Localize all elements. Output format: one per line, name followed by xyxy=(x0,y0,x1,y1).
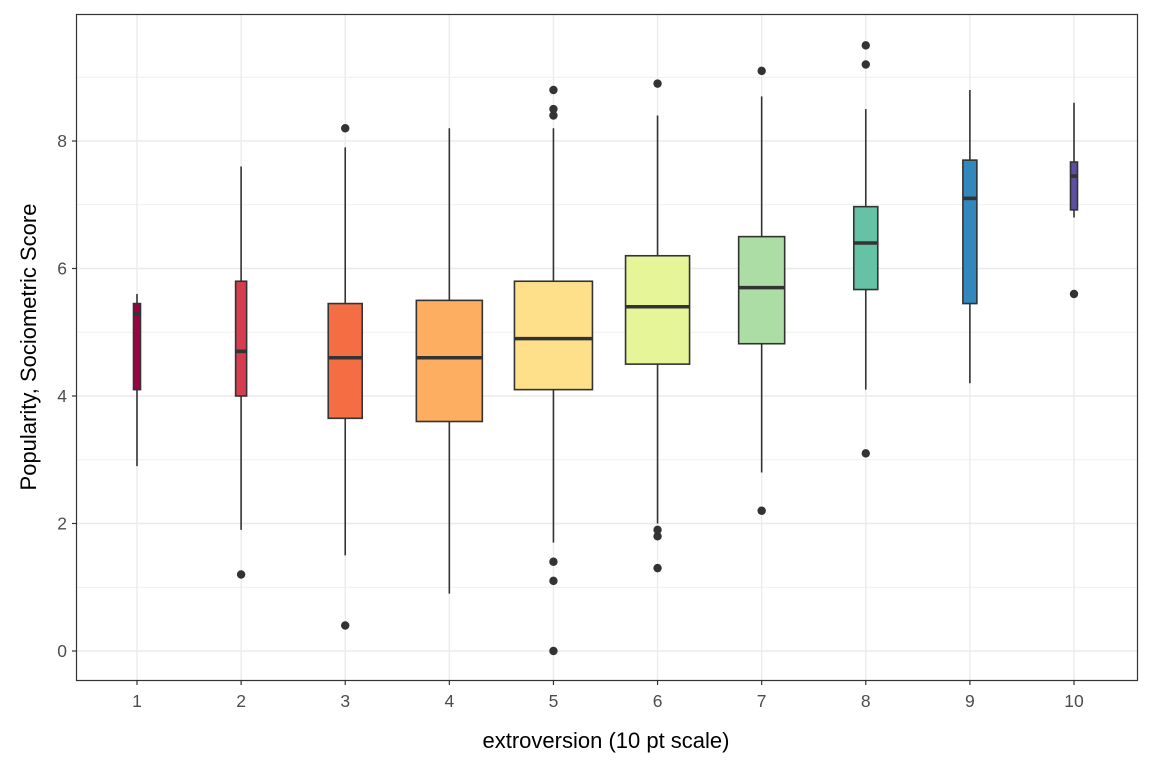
box-group-3 xyxy=(327,124,364,630)
outlier-point xyxy=(341,621,350,630)
outlier-point xyxy=(341,124,350,133)
outlier-point xyxy=(653,525,662,535)
box-group-8 xyxy=(852,41,879,458)
outlier-point xyxy=(549,85,558,95)
box-group-7 xyxy=(737,66,786,515)
box xyxy=(513,280,594,391)
outlier-point xyxy=(757,506,766,515)
outlier-point xyxy=(653,532,662,541)
x-tick-label: 7 xyxy=(757,691,767,711)
x-tick-label: 1 xyxy=(132,691,142,711)
outlier-point xyxy=(549,646,558,656)
outlier-point xyxy=(1069,289,1079,299)
x-tick-label: 4 xyxy=(444,691,454,711)
x-tick-label: 5 xyxy=(549,691,559,711)
y-axis: 0 2 4 6 8 xyxy=(57,131,77,661)
box-group-10 xyxy=(1069,102,1079,299)
box xyxy=(1069,161,1079,211)
y-tick-label: 8 xyxy=(57,131,67,151)
x-tick-label: 8 xyxy=(861,691,871,711)
y-tick-label: 4 xyxy=(57,386,67,406)
box-group-9 xyxy=(962,90,978,384)
box xyxy=(415,299,484,423)
x-tick-label: 9 xyxy=(965,691,975,711)
y-axis-title: Popularity, Sociometric Score xyxy=(16,204,41,491)
box-group-4 xyxy=(415,128,484,594)
box xyxy=(234,280,248,397)
x-tick-label: 10 xyxy=(1064,691,1084,711)
box xyxy=(132,302,142,391)
panel-border xyxy=(75,13,1139,682)
outlier-point xyxy=(549,104,558,114)
outlier-point xyxy=(861,449,870,458)
x-tick-label: 3 xyxy=(340,691,350,711)
x-tick-label: 2 xyxy=(236,691,246,711)
outlier-point xyxy=(757,66,766,76)
x-axis-title: extroversion (10 pt scale) xyxy=(483,728,730,753)
box xyxy=(852,205,879,291)
outlier-point xyxy=(653,79,662,88)
x-axis: 1 2 3 4 5 6 7 8 9 10 xyxy=(132,680,1084,711)
y-tick-label: 6 xyxy=(57,259,67,279)
x-tick-label: 6 xyxy=(653,691,663,711)
box xyxy=(624,254,691,365)
box-group-2 xyxy=(234,166,248,579)
y-tick-label: 0 xyxy=(57,641,67,661)
outlier-point xyxy=(236,570,246,579)
boxes xyxy=(132,41,1079,656)
outlier-point xyxy=(861,60,870,69)
outlier-point xyxy=(549,111,558,120)
outlier-point xyxy=(549,557,558,566)
outlier-point xyxy=(549,576,558,586)
box xyxy=(327,302,364,420)
outlier-point xyxy=(861,41,870,50)
box-group-1 xyxy=(132,294,142,467)
outlier-point xyxy=(653,563,662,573)
box xyxy=(962,159,978,305)
box-group-5 xyxy=(513,85,594,656)
box xyxy=(737,235,786,345)
box-group-6 xyxy=(624,79,691,573)
y-tick-label: 2 xyxy=(57,514,67,534)
